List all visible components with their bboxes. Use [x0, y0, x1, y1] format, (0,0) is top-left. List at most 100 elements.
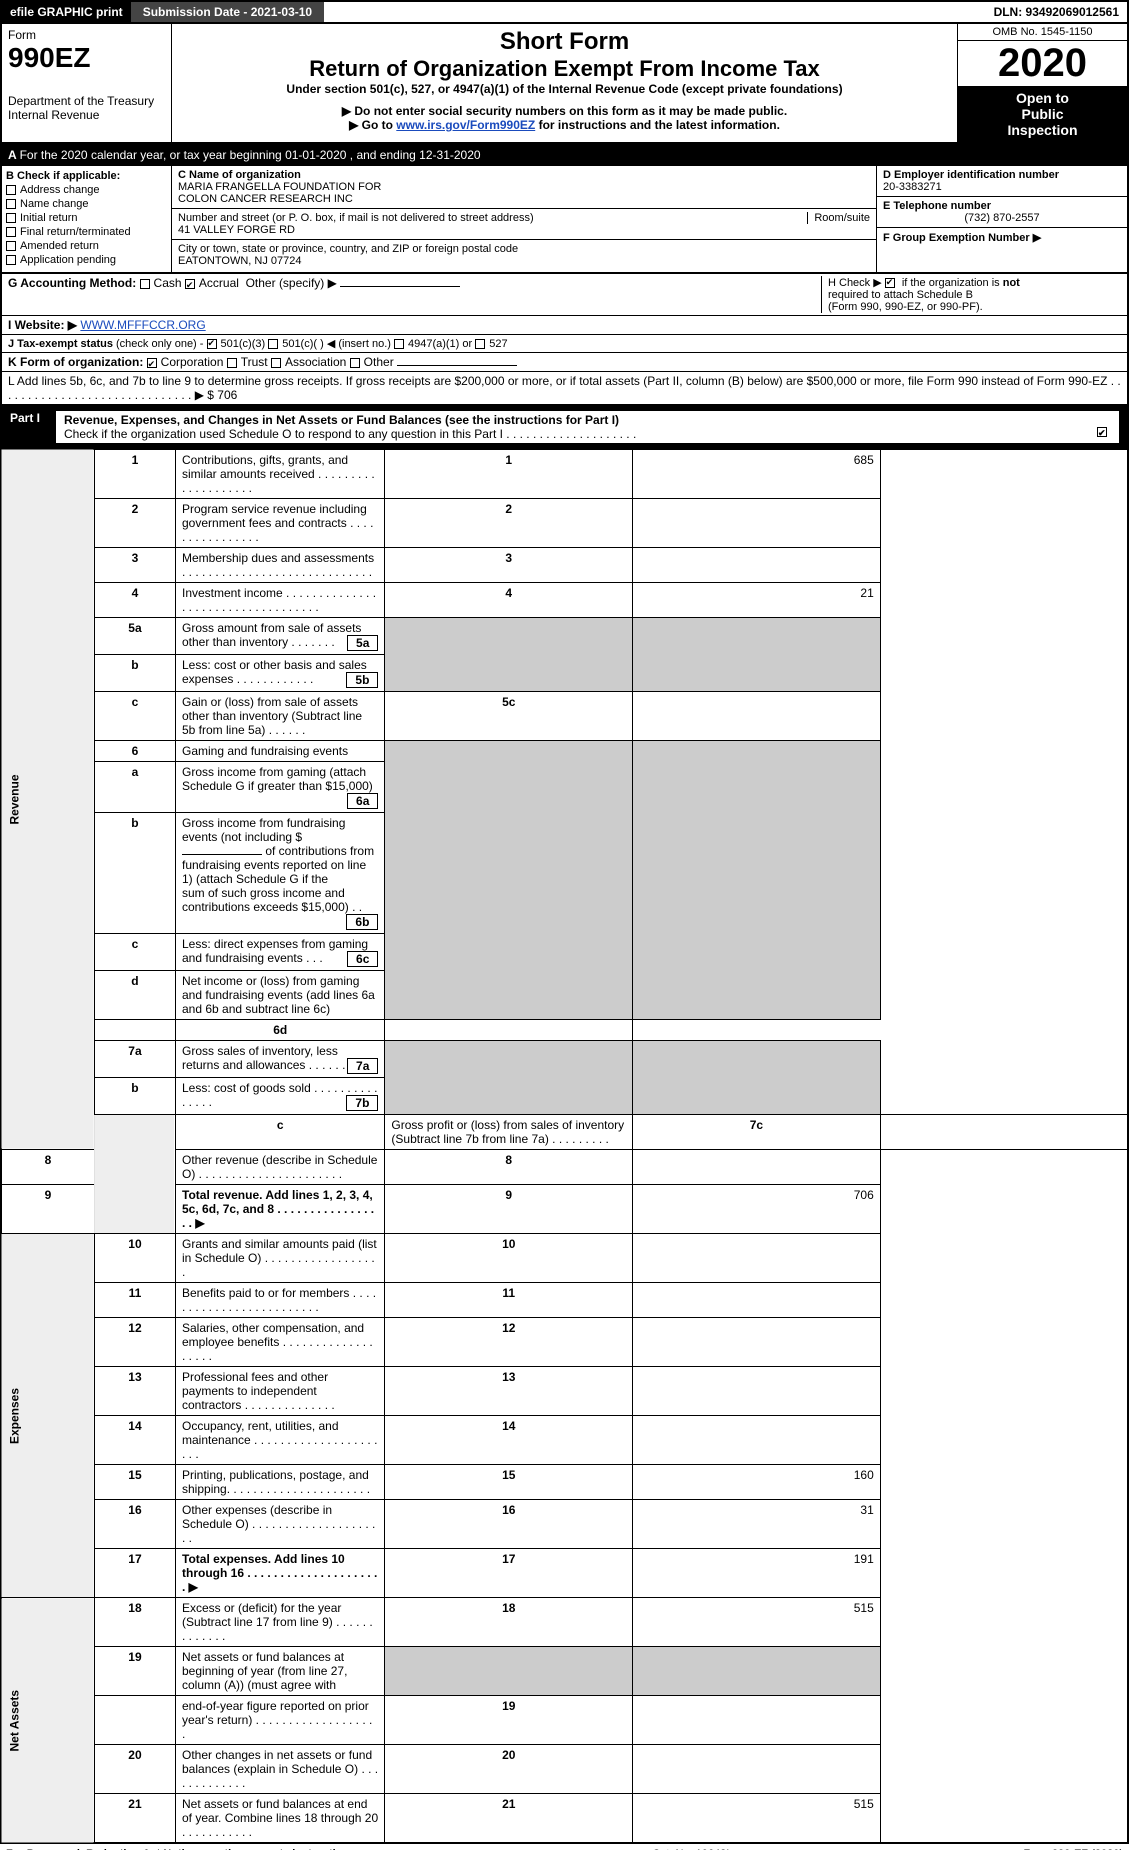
- val-7c: [880, 1115, 1128, 1150]
- chk-trust[interactable]: [227, 358, 237, 368]
- chk-application-lbl: Application pending: [20, 254, 116, 266]
- website-link[interactable]: WWW.MFFFCCR.ORG: [80, 318, 205, 332]
- line-19-wrap: Net assets or fund balances at beginning…: [176, 1647, 385, 1696]
- g-accrual: Accrual: [199, 276, 239, 290]
- part1-header: Part I Revenue, Expenses, and Changes in…: [0, 406, 1129, 448]
- line-18: Excess or (deficit) for the year (Subtra…: [176, 1598, 385, 1647]
- efile-label[interactable]: efile GRAPHIC print: [2, 2, 131, 22]
- val-13: [633, 1367, 881, 1416]
- val-12: [633, 1318, 881, 1367]
- val-17: 191: [633, 1549, 881, 1598]
- open1: Open to: [962, 90, 1123, 106]
- h-post: if the organization is: [899, 277, 1003, 289]
- b-title: B Check if applicable:: [6, 170, 167, 182]
- line-6b-input[interactable]: [182, 854, 262, 855]
- org-name-1: MARIA FRANGELLA FOUNDATION FOR: [178, 181, 870, 193]
- l-val: 706: [217, 388, 237, 402]
- city-val: EATONTOWN, NJ 07724: [178, 255, 870, 267]
- chk-initial-lbl: Initial return: [20, 212, 77, 224]
- line-21: Net assets or fund balances at end of ye…: [176, 1794, 385, 1844]
- part1-check: Check if the organization used Schedule …: [64, 427, 636, 441]
- row-g-h: G Accounting Method: Cash Accrual Other …: [0, 274, 1129, 316]
- chk-501c[interactable]: [268, 339, 278, 349]
- form-name: 990EZ: [8, 42, 165, 74]
- line-17: Total expenses. Add lines 10 through 16 …: [176, 1549, 385, 1598]
- line-5c: Gain or (loss) from sale of assets other…: [176, 692, 385, 741]
- line-14: Occupancy, rent, utilities, and maintena…: [176, 1416, 385, 1465]
- chk-501c3[interactable]: [207, 339, 217, 349]
- val-15: 160: [633, 1465, 881, 1500]
- main-title: Return of Organization Exempt From Incom…: [178, 56, 951, 82]
- dept: Department of the Treasury: [8, 94, 165, 108]
- note-link: ▶ Go to www.irs.gov/Form990EZ for instru…: [178, 118, 951, 132]
- d-ein-val: 20-3383271: [883, 181, 1121, 193]
- line-20: Other changes in net assets or fund bala…: [176, 1745, 385, 1794]
- line-1: Contributions, gifts, grants, and simila…: [176, 449, 385, 499]
- chk-name[interactable]: Name change: [6, 198, 167, 210]
- line-6d: Net income or (loss) from gaming and fun…: [176, 971, 385, 1020]
- line-7b-wrap: Less: cost of goods sold . . . . . . . .…: [176, 1078, 385, 1115]
- short-form: Short Form: [178, 28, 951, 56]
- line-6c-wrap: Less: direct expenses from gaming and fu…: [176, 934, 385, 971]
- row-i: I Website: ▶ WWW.MFFFCCR.ORG: [0, 316, 1129, 335]
- chk-final-lbl: Final return/terminated: [20, 226, 131, 238]
- open2: Public: [962, 106, 1123, 122]
- c-name-lbl: C Name of organization: [178, 169, 870, 181]
- chk-other-org[interactable]: [350, 358, 360, 368]
- chk-amended-lbl: Amended return: [20, 240, 99, 252]
- chk-name-lbl: Name change: [20, 198, 89, 210]
- chk-assoc[interactable]: [271, 358, 281, 368]
- chk-h[interactable]: [885, 278, 895, 288]
- chk-amended[interactable]: Amended return: [6, 240, 167, 252]
- irs: Internal Revenue: [8, 108, 165, 122]
- chk-cash[interactable]: [140, 279, 150, 289]
- line-9: Total revenue. Add lines 1, 2, 3, 4, 5c,…: [176, 1185, 385, 1234]
- f-group-block: F Group Exemption Number ▶: [877, 228, 1127, 247]
- open3: Inspection: [962, 122, 1123, 138]
- line-17-text: Total expenses. Add lines 10 through 16 …: [182, 1552, 377, 1594]
- header-right: OMB No. 1545-1150 2020 Open to Public In…: [957, 24, 1127, 142]
- open-inspection: Open to Public Inspection: [958, 86, 1127, 142]
- row-k: K Form of organization: Corporation Trus…: [0, 353, 1129, 372]
- line-15: Printing, publications, postage, and shi…: [176, 1465, 385, 1500]
- line-4: Investment income . . . . . . . . . . . …: [176, 583, 385, 618]
- line-8: Other revenue (describe in Schedule O) .…: [176, 1150, 385, 1185]
- chk-initial[interactable]: Initial return: [6, 212, 167, 224]
- g-other-input[interactable]: [340, 286, 460, 287]
- chk-final[interactable]: Final return/terminated: [6, 226, 167, 238]
- dln: DLN: 93492069012561: [986, 2, 1127, 22]
- line-6c: Less: direct expenses from gaming and fu…: [182, 937, 368, 965]
- chk-application[interactable]: Application pending: [6, 254, 167, 266]
- side-expenses: Expenses: [1, 1234, 94, 1598]
- h-block: H Check ▶ if the organization is not req…: [821, 276, 1121, 313]
- line-19a: Net assets or fund balances at beginning…: [182, 1650, 347, 1692]
- chk-part1-scho[interactable]: [1097, 427, 1107, 437]
- financial-table-wrap: Revenue 1Contributions, gifts, grants, a…: [0, 448, 1129, 1844]
- e-phone-lbl: E Telephone number: [883, 200, 1121, 212]
- e-phone-block: E Telephone number (732) 870-2557: [877, 197, 1127, 228]
- chk-4947[interactable]: [394, 339, 404, 349]
- d-ein-block: D Employer identification number 20-3383…: [877, 166, 1127, 197]
- chk-corp[interactable]: [147, 358, 157, 368]
- k-other-input[interactable]: [397, 365, 517, 366]
- footer-right: Form 990-EZ (2020): [1023, 1848, 1123, 1850]
- val-10: [633, 1234, 881, 1283]
- chk-accrual[interactable]: [185, 279, 195, 289]
- room-lbl: Room/suite: [807, 212, 870, 224]
- note2-post: for instructions and the latest informat…: [535, 118, 780, 132]
- side-netassets: Net Assets: [1, 1598, 94, 1844]
- chk-527[interactable]: [475, 339, 485, 349]
- val-19: [633, 1696, 881, 1745]
- irs-link[interactable]: www.irs.gov/Form990EZ: [396, 118, 535, 132]
- val-2: [633, 499, 881, 548]
- line-16: Other expenses (describe in Schedule O) …: [176, 1500, 385, 1549]
- line-7a-wrap: Gross sales of inventory, less returns a…: [176, 1041, 385, 1078]
- omb: OMB No. 1545-1150: [958, 24, 1127, 41]
- val-8: [633, 1150, 881, 1185]
- val-1: 685: [633, 449, 881, 499]
- k-other: Other: [364, 355, 394, 369]
- org-name-2: COLON CANCER RESEARCH INC: [178, 193, 870, 205]
- form-header: Form 990EZ Department of the Treasury In…: [0, 24, 1129, 144]
- i-lbl: I Website: ▶: [8, 318, 77, 332]
- chk-address[interactable]: Address change: [6, 184, 167, 196]
